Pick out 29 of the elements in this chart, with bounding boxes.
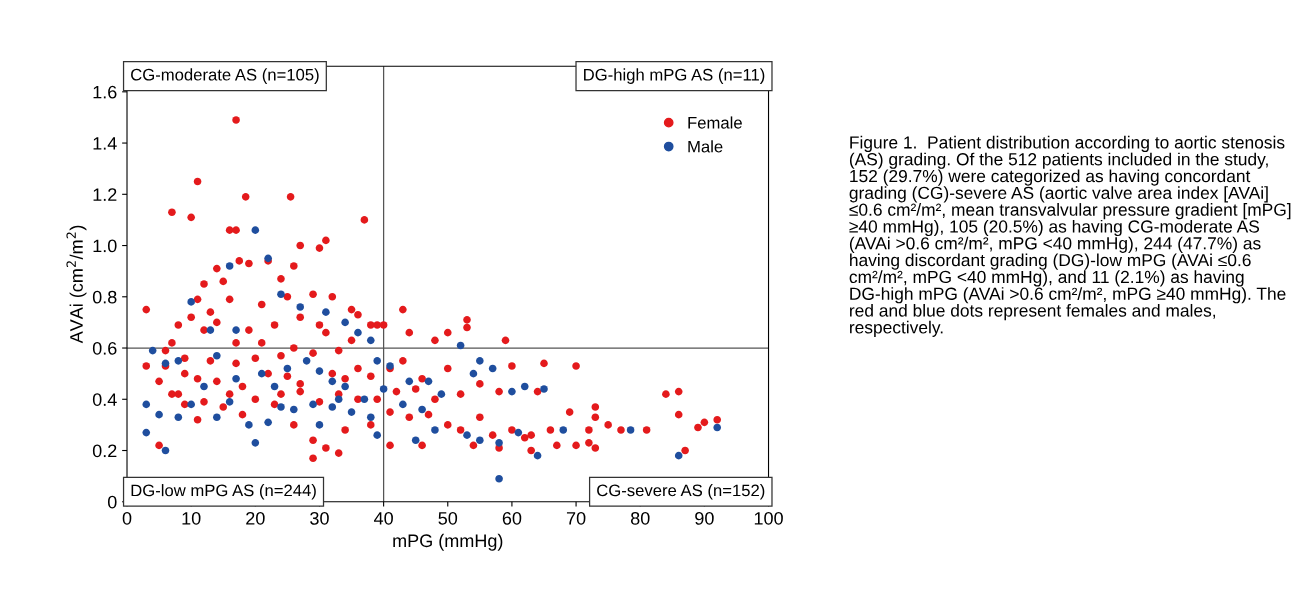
y-tick-label: 1.0 <box>93 239 117 253</box>
legend-label: Male <box>688 140 723 153</box>
x-tick-label: 70 <box>566 511 586 525</box>
x-tick-label: 30 <box>310 511 329 525</box>
y-tick-label: 0.6 <box>92 341 117 355</box>
y-tick-label: 1.4 <box>93 137 117 150</box>
x-tick-label: 100 <box>754 511 783 525</box>
annotation: CG-moderate AS (n=105) <box>131 68 319 84</box>
legend-label: Female <box>688 116 742 129</box>
x-axis-title: mPG (mmHg) <box>393 533 503 551</box>
annotation: DG-high mPG AS (n=11) <box>584 68 765 84</box>
annotation: CG-severe AS (n=152) <box>597 484 765 500</box>
x-tick-label: 60 <box>502 511 522 525</box>
x-tick-label: 80 <box>630 511 650 525</box>
y-tick-label: 0 <box>107 495 117 509</box>
x-tick-label: 0 <box>122 511 132 525</box>
y-tick-label: 0.8 <box>92 290 117 304</box>
text: Figure 1. Patient distribution according to aortic stenosis (AS) grading. Of the 512 patients included in the study, 152 (29.7%) were categorized as having concordant grading (CG)-severe AS (aortic valve area index [AVAi] ≤0.6 cm²/m², mean transvalvular pressure gradient [mPG] ≥40 mmHg), 105 (20.5%) as having CG-moderate AS (AVAi >0.6 cm²/m², mPG <40 mmHg), 244 (47.7%) as having discordant grading (DG)-low mPG (AVAi ≤0.6 cm²/m², mPG <40 mmHg), and 11 (2.1%) as having DG-high mPG (AVAi >0.6 cm²/m², mPG ≥40 mmHg). The red and blue dots represent females and males, respectively. <box>849 135 1291 337</box>
y-axis-title: AVAi (cm$^{2}$/m$^{2}$) <box>66 225 87 344</box>
x-tick-label: 20 <box>246 511 265 525</box>
x-tick-label: 10 <box>182 511 201 525</box>
x-tick-label: 50 <box>438 511 458 525</box>
y-tick-label: 1.2 <box>93 188 117 201</box>
y-tick-label: 0.4 <box>92 393 117 406</box>
x-tick-label: 90 <box>695 511 714 525</box>
x-tick-label: 40 <box>373 511 393 525</box>
annotation: DG-low mPG AS (n=244) <box>131 484 316 500</box>
y-tick-label: 1.6 <box>93 85 117 99</box>
y-tick-label: 0.2 <box>92 444 117 458</box>
